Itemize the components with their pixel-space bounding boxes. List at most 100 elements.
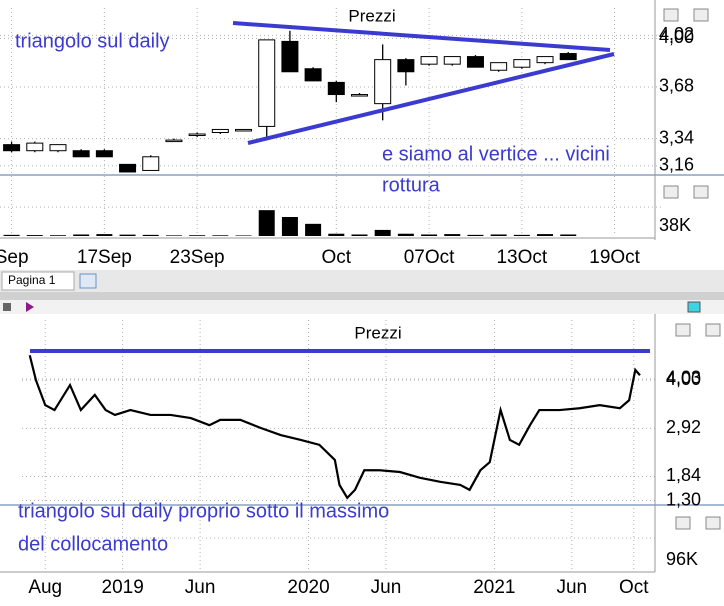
toolbar-icon[interactable] bbox=[687, 301, 701, 313]
x-tick-label: 19Oct bbox=[589, 247, 640, 268]
x-tick-label: Sep bbox=[0, 247, 29, 268]
candle-body bbox=[327, 81, 345, 96]
candle-body bbox=[72, 150, 90, 158]
volume-bar bbox=[189, 235, 206, 236]
x-tick-label: Oct bbox=[619, 577, 649, 598]
pane-button[interactable] bbox=[693, 185, 709, 199]
splitter bbox=[0, 292, 724, 300]
volume-bar bbox=[49, 235, 66, 236]
candle-body bbox=[211, 128, 229, 133]
candle-body bbox=[559, 53, 577, 61]
chart-title: Prezzi bbox=[348, 6, 395, 25]
volume-tick-label: 96K bbox=[666, 549, 698, 569]
x-tick-label: 2021 bbox=[473, 577, 515, 598]
candle-body bbox=[304, 68, 322, 82]
volume-bar bbox=[560, 234, 577, 236]
candle-body bbox=[26, 142, 44, 152]
volume-bar bbox=[374, 229, 391, 236]
y-tick-label: 3,68 bbox=[659, 76, 694, 96]
x-tick-label: Jun bbox=[185, 577, 216, 598]
y-tick-label: 4,03 bbox=[666, 368, 701, 388]
volume-bar bbox=[328, 233, 345, 236]
candle-body bbox=[95, 150, 113, 158]
volume-bar bbox=[397, 233, 414, 236]
volume-bar bbox=[26, 235, 43, 236]
pane-button[interactable] bbox=[705, 516, 721, 530]
x-tick-label: 2020 bbox=[287, 577, 329, 598]
volume-bar bbox=[212, 235, 229, 236]
y-tick-label: 4,02 bbox=[659, 24, 694, 44]
pane-button[interactable] bbox=[693, 8, 709, 22]
tab-bar bbox=[0, 270, 724, 292]
volume-bar bbox=[235, 235, 252, 236]
toolbar bbox=[0, 300, 724, 314]
candle-body bbox=[165, 139, 183, 143]
x-tick-label: Oct bbox=[322, 247, 352, 268]
x-tick-label: Jun bbox=[556, 577, 587, 598]
annotation: rottura bbox=[382, 174, 441, 196]
chart-title: Prezzi bbox=[354, 323, 401, 342]
candle-body bbox=[281, 40, 299, 73]
pane-button[interactable] bbox=[663, 8, 679, 22]
y-tick-label: 4,00 bbox=[666, 369, 701, 389]
candle-body bbox=[536, 56, 554, 64]
candle-body bbox=[3, 144, 21, 152]
candle-body bbox=[119, 163, 137, 173]
candle-body bbox=[350, 94, 368, 97]
x-tick-label: 13Oct bbox=[496, 247, 547, 268]
volume-bar bbox=[351, 234, 368, 236]
candle-body bbox=[513, 59, 531, 68]
pane-button[interactable] bbox=[675, 323, 691, 337]
y-tick-label: 2,92 bbox=[666, 417, 701, 437]
x-tick-label: 2019 bbox=[102, 577, 144, 598]
pane-button[interactable] bbox=[663, 185, 679, 199]
volume-bar bbox=[490, 234, 507, 236]
volume-bar bbox=[73, 234, 90, 236]
candle-body bbox=[420, 56, 438, 65]
volume-bar bbox=[305, 223, 322, 236]
candle-body bbox=[142, 156, 160, 171]
candle-body bbox=[374, 59, 392, 105]
y-tick-label: 3,16 bbox=[659, 155, 694, 175]
volume-bar bbox=[281, 217, 298, 236]
volume-tick-label: 38K bbox=[659, 215, 691, 235]
candle-body bbox=[443, 56, 461, 65]
annotation: e siamo al vertice ... vicini bbox=[382, 143, 610, 165]
volume-bar bbox=[119, 234, 136, 236]
candle-body bbox=[235, 128, 253, 132]
volume-bar bbox=[165, 235, 182, 236]
trend-line bbox=[232, 21, 611, 52]
toolbar-icon[interactable] bbox=[26, 302, 34, 312]
y-tick-label: 4,00 bbox=[659, 27, 694, 47]
volume-bar bbox=[3, 234, 20, 236]
tab-label[interactable]: Pagina 1 bbox=[8, 273, 56, 287]
volume-bar bbox=[421, 234, 438, 236]
candle-body bbox=[188, 133, 206, 137]
toolbar-icon[interactable] bbox=[3, 303, 11, 311]
tab[interactable] bbox=[1, 271, 75, 291]
candle-body bbox=[258, 39, 276, 127]
y-tick-label: 3,34 bbox=[659, 127, 694, 147]
candle-body bbox=[466, 56, 484, 68]
x-tick-label: 07Oct bbox=[404, 247, 455, 268]
pane-button[interactable] bbox=[705, 323, 721, 337]
new-tab-button[interactable] bbox=[79, 273, 97, 289]
volume-bar bbox=[96, 234, 113, 236]
candle-body bbox=[397, 59, 415, 73]
candle-body bbox=[490, 62, 508, 71]
x-tick-label: 23Sep bbox=[170, 247, 225, 268]
volume-bar bbox=[467, 234, 484, 236]
x-tick-label: Aug bbox=[28, 577, 62, 598]
y-tick-label: 1,30 bbox=[666, 489, 701, 509]
trend-line bbox=[247, 52, 615, 145]
volume-bar bbox=[444, 234, 461, 236]
candle-body bbox=[49, 144, 67, 152]
annotation: triangolo sul daily bbox=[15, 30, 170, 52]
price-line bbox=[28, 354, 641, 500]
pane-button[interactable] bbox=[675, 516, 691, 530]
volume-bar bbox=[513, 234, 530, 236]
annotation: triangolo sul daily proprio sotto il mas… bbox=[18, 500, 389, 522]
volume-bar bbox=[142, 234, 159, 236]
